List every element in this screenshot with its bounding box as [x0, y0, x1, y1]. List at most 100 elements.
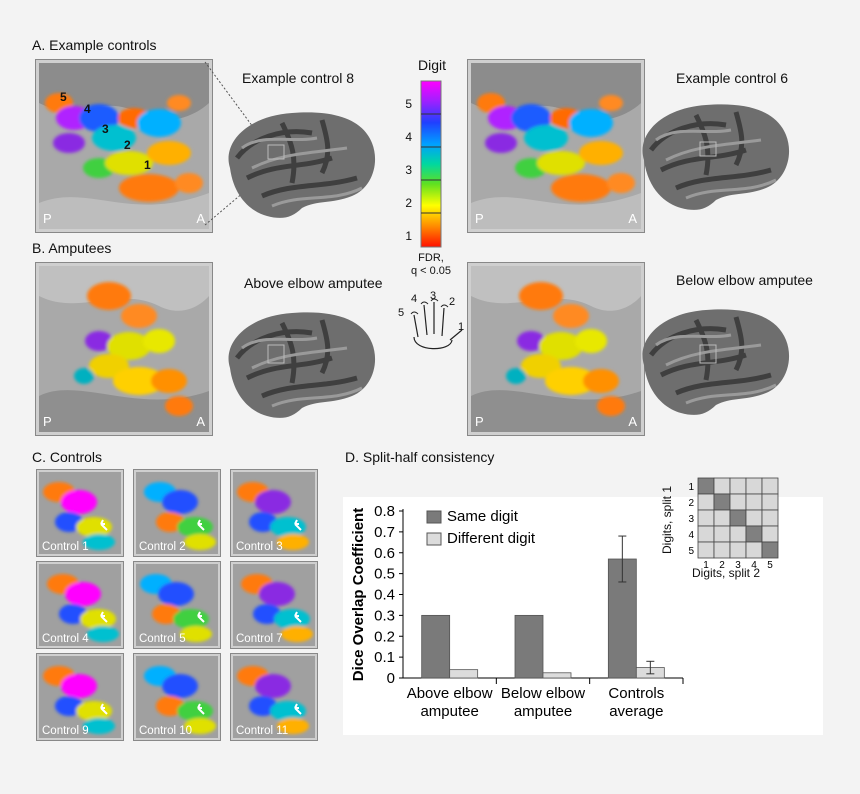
anterior-label: A [196, 414, 205, 429]
x-category-label: amputee [420, 703, 478, 720]
digit-arrows-control-8: 5 4 3 2 1 [60, 90, 180, 190]
matrix-cell [729, 493, 747, 511]
control-thumbnail: Control 11 [231, 654, 317, 740]
matrix-cell [761, 509, 779, 527]
matrix-col-label: 3 [735, 560, 741, 569]
y-tick-label: 0.2 [374, 628, 395, 645]
matrix-cell [713, 541, 731, 559]
y-tick-label: 0.8 [374, 503, 395, 520]
hand-digit-3: 3 [430, 290, 437, 302]
activation-map [233, 472, 315, 554]
y-tick-label: 0.3 [374, 607, 395, 624]
control-thumbnail: Control 2 [134, 470, 220, 556]
anterior-label: A [196, 211, 205, 226]
dice-bar-chart: 0 0.1 0.2 0.3 0.4 0.5 0.6 0.7 0.8 Dice Overlap Co… [350, 503, 684, 720]
activation-map [233, 656, 315, 738]
y-tick-label: 0 [387, 670, 395, 687]
control-thumbnail: Control 4 [37, 562, 123, 648]
panel-d-title: D. Split-half consistency [345, 449, 495, 465]
activation-map [39, 472, 121, 554]
control-label: Control 4 [42, 633, 89, 645]
below-elbow-caption: Below elbow amputee [676, 272, 813, 288]
panel-b-title: B. Amputees [32, 240, 112, 256]
matrix-cell [697, 509, 715, 527]
y-tick-label: 0.6 [374, 545, 395, 562]
matrix-cell [745, 525, 763, 543]
y-tick-label: 0.7 [374, 524, 395, 541]
hand-digit-5: 5 [398, 307, 405, 319]
matrix-cell [761, 493, 779, 511]
matrix-cell [729, 477, 747, 495]
matrix-cell [713, 509, 731, 527]
zoom-map-control-6: P A [468, 60, 644, 232]
matrix-cell [745, 509, 763, 527]
brain-surface-control-6 [636, 100, 796, 230]
digit-label-1: 1 [144, 158, 151, 172]
control-label: Control 10 [139, 725, 193, 737]
matrix-row-label: 5 [688, 546, 694, 557]
panel-a-title: A. Example controls [32, 37, 157, 53]
y-tick-label: 0.1 [374, 649, 395, 666]
posterior-label: P [475, 414, 484, 429]
control-label: Control 9 [42, 725, 89, 737]
panel-c-title: C. Controls [32, 449, 103, 465]
colorbar-tick: 2 [405, 196, 412, 210]
control-thumbnail: Control 3 [231, 470, 317, 556]
x-category-label: Controls [608, 685, 664, 702]
control-thumbnail: Control 10 [134, 654, 220, 740]
legend-label: Same digit [447, 508, 519, 525]
matrix-cell [745, 541, 763, 559]
hand-digit-1: 1 [458, 321, 465, 333]
x-category-label: amputee [514, 703, 572, 720]
matrix-cell [745, 477, 763, 495]
matrix-row-label: 4 [688, 530, 694, 541]
zoom-map-below-elbow: P A [468, 263, 644, 435]
bar-same-digit [421, 614, 451, 679]
matrix-cell [761, 525, 779, 543]
matrix-cell [697, 541, 715, 559]
matrix-cell [697, 493, 715, 511]
legend-label: Different digit [447, 530, 536, 547]
legend-swatch [426, 532, 442, 546]
activation-map [136, 564, 218, 646]
x-category-label: Below elbow [501, 685, 585, 702]
digit-label-4: 4 [84, 102, 91, 116]
posterior-label: P [43, 211, 52, 226]
colorbar-tick: 4 [405, 130, 412, 144]
matrix-ylabel: Digits, split 1 [660, 485, 674, 555]
matrix-cell [713, 477, 731, 495]
colorbar-tick: 5 [405, 97, 412, 111]
control-thumbnail: Control 5 [134, 562, 220, 648]
activation-map [136, 656, 218, 738]
matrix-cell [761, 541, 779, 559]
colorbar-title: Digit [417, 57, 446, 73]
brain-surface-control-8 [222, 108, 382, 228]
matrix-xlabel: Digits, split 2 [691, 566, 761, 580]
colorbar-tick: 1 [405, 229, 412, 243]
posterior-label: P [43, 414, 52, 429]
posterior-label: P [475, 211, 484, 226]
above-elbow-caption: Above elbow amputee [244, 275, 383, 291]
control-thumbnail: Control 7 [231, 562, 317, 648]
legend-swatch [426, 510, 442, 524]
zoom-map-above-elbow: P A [36, 263, 212, 435]
activation-map [136, 472, 218, 554]
matrix-cell [713, 525, 731, 543]
y-axis-label: Dice Overlap Coefficient [350, 508, 367, 681]
colorbar-note-line1: FDR, [418, 252, 444, 264]
activation-map [471, 266, 641, 435]
control-label: Control 2 [139, 541, 186, 553]
zoom-map-control-8: P A [36, 60, 212, 232]
activation-map [39, 656, 121, 738]
control-label: Control 11 [236, 725, 289, 737]
control-label: Control 7 [236, 633, 283, 645]
example-control-8-caption: Example control 8 [242, 70, 355, 86]
colorbar-tick: 3 [405, 163, 412, 177]
hand-drawing [410, 298, 463, 350]
colorbar-note-line2: q < 0.05 [410, 265, 452, 277]
matrix-col-label: 2 [719, 560, 725, 569]
activation-map [39, 266, 209, 435]
anterior-label: A [628, 211, 637, 226]
bar-same-digit [514, 614, 544, 679]
activation-map [471, 63, 641, 232]
